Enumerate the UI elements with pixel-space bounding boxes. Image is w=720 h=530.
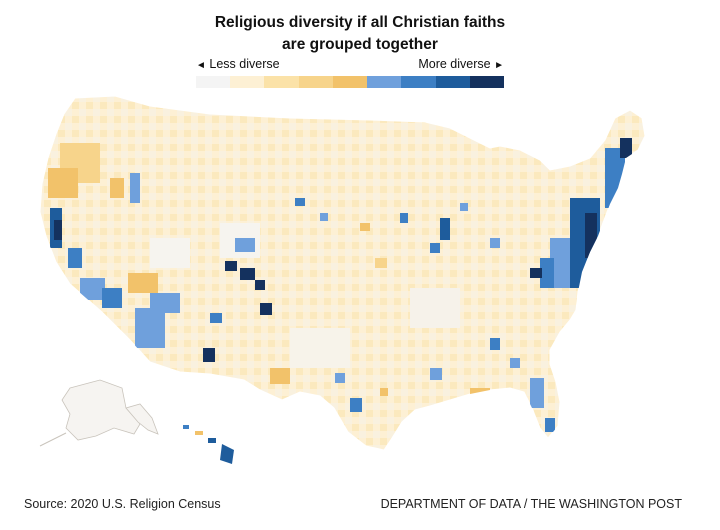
legend-swatch-6	[367, 76, 402, 88]
alaska-panhandle	[125, 403, 159, 435]
legend-swatch-9	[469, 76, 504, 88]
contiguous-us-shape	[39, 95, 646, 451]
hawaii-island-1	[183, 425, 189, 429]
legend-more-text: More diverse	[418, 57, 491, 71]
legend-labels: ◄ Less diverse More diverse ►	[196, 57, 504, 73]
hawaii-island-2	[195, 431, 203, 435]
legend-swatch-2	[230, 76, 265, 88]
us-county-map	[39, 95, 646, 464]
right-arrow-icon: ►	[494, 60, 504, 71]
legend-swatch-8	[435, 76, 470, 88]
legend-more-label: More diverse ►	[418, 57, 504, 71]
aleutian-islands	[39, 432, 67, 447]
legend-swatch-4	[298, 76, 333, 88]
county-color-patches	[48, 138, 632, 432]
legend-less-label: ◄ Less diverse	[196, 57, 280, 71]
left-arrow-icon: ◄	[196, 60, 206, 71]
title-line-1: Religious diversity if all Christian fai…	[214, 14, 506, 31]
title-line-2: are grouped together	[282, 36, 438, 53]
credit-note: DEPARTMENT OF DATA / THE WASHINGTON POST	[380, 497, 682, 511]
legend-swatch-5	[332, 76, 368, 88]
legend-color-scale	[196, 76, 504, 88]
chart-title: Religious diversity if all Christian fai…	[0, 12, 720, 56]
legend-less-text: Less diverse	[209, 57, 280, 71]
alaska-shape	[61, 379, 141, 441]
legend-swatch-1	[196, 76, 231, 88]
hawaii-island-4	[220, 444, 234, 464]
hawaii-island-3	[208, 438, 216, 443]
source-note: Source: 2020 U.S. Religion Census	[24, 497, 221, 511]
legend-swatch-7	[401, 76, 436, 88]
legend-swatch-3	[264, 76, 299, 88]
